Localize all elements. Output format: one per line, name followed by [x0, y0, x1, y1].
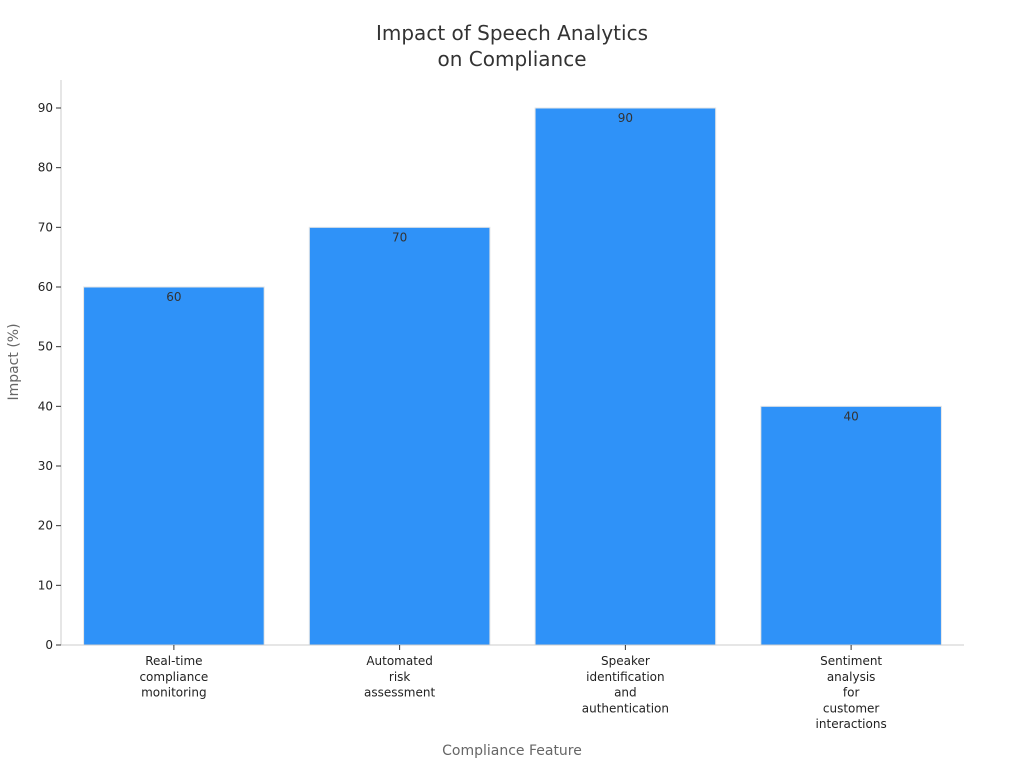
x-tick-label-line: Sentiment: [820, 654, 882, 668]
bar-value-label: 70: [392, 230, 407, 244]
y-tick-label: 90: [38, 101, 53, 115]
bar: [83, 286, 265, 646]
x-tick-label-line: monitoring: [141, 686, 207, 700]
x-tick-label-line: analysis: [827, 670, 876, 684]
x-tick-label-line: Speaker: [601, 654, 650, 668]
x-axis: Real-time compliance monitoring Automated ri…: [61, 644, 964, 731]
bar-value-label: 40: [843, 409, 858, 423]
chart-title-line-2: on Compliance: [438, 47, 587, 71]
y-tick-label: 10: [38, 578, 53, 592]
bar-value-label: 60: [166, 290, 181, 304]
y-tick-label: 60: [38, 280, 53, 294]
y-tick-label: 70: [38, 220, 53, 234]
bars-layer: [83, 107, 942, 646]
x-tick-label-line: risk: [389, 670, 411, 684]
bar: [534, 107, 717, 646]
x-tick-label-line: and: [614, 686, 637, 700]
x-tick-label: Sentiment analysis for customer interactions: [816, 654, 887, 731]
y-tick-label: 20: [38, 519, 53, 533]
y-tick-label: 40: [38, 399, 53, 413]
bar: [760, 405, 942, 646]
x-tick-label-line: compliance: [139, 670, 208, 684]
y-tick-label: 80: [38, 161, 53, 175]
y-tick-label: 50: [38, 340, 53, 354]
y-axis-label: Impact (%): [6, 323, 22, 400]
x-tick-label: Automated risk assessment: [364, 654, 435, 700]
x-tick-label-line: for: [843, 686, 860, 700]
chart-title-line-1: Impact of Speech Analytics: [376, 21, 648, 45]
x-tick-label-line: Automated: [366, 654, 433, 668]
x-tick-label-line: customer: [823, 701, 880, 715]
x-tick-label: Real-time compliance monitoring: [139, 654, 208, 700]
chart-title: Impact of Speech Analytics on Compliance: [376, 21, 648, 71]
x-tick-label-line: interactions: [816, 717, 887, 731]
y-tick-label: 0: [45, 638, 53, 652]
x-tick-label-line: Real-time: [145, 654, 202, 668]
bar-value-label: 90: [618, 111, 633, 125]
x-tick-label: Speaker identification and authentication: [582, 654, 669, 715]
y-tick-label: 30: [38, 459, 53, 473]
x-axis-label: Compliance Feature: [442, 743, 582, 759]
bar: [308, 226, 491, 646]
x-tick-label-line: authentication: [582, 701, 669, 715]
y-axis: 0 10 20 30 40 50 60 70 80 90: [38, 80, 62, 652]
x-tick-label-line: assessment: [364, 686, 435, 700]
x-tick-label-line: identification: [586, 670, 664, 684]
data-labels-layer: 60 70 90 40: [166, 111, 859, 423]
